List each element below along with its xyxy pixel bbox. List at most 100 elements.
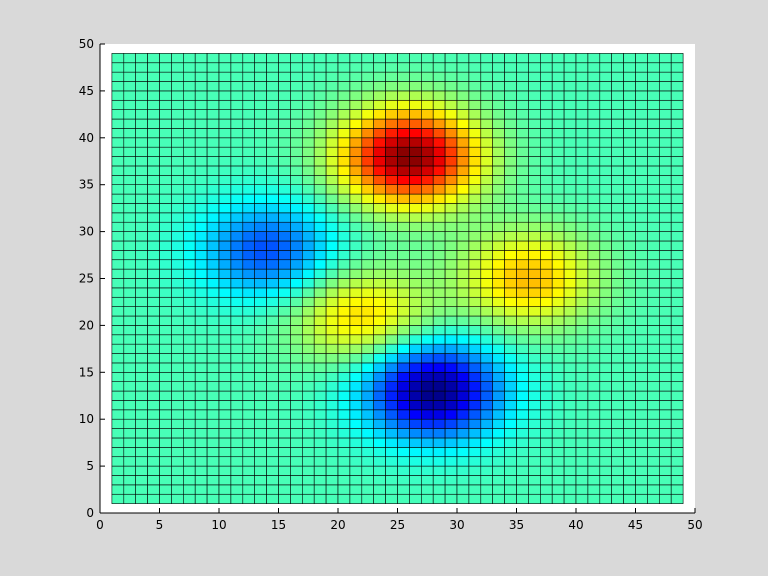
heatmap-cell <box>111 118 125 129</box>
heatmap-cell <box>611 484 624 495</box>
heatmap-cell <box>194 62 208 73</box>
heatmap-cell <box>194 193 208 204</box>
heatmap-cell <box>587 203 601 214</box>
heatmap-cell <box>575 221 589 232</box>
heatmap-cell <box>135 381 148 392</box>
y-tick-label: 15 <box>79 365 94 379</box>
heatmap-cell <box>373 268 386 279</box>
heatmap-cell <box>635 353 648 364</box>
heatmap-cell <box>278 437 291 448</box>
heatmap-cell <box>504 447 517 458</box>
heatmap-cell <box>230 212 244 223</box>
heatmap-cell <box>444 221 458 232</box>
heatmap-cell <box>278 371 291 382</box>
heatmap-cell <box>420 296 434 307</box>
heatmap-cell <box>599 325 612 336</box>
heatmap-cell <box>135 437 148 448</box>
heatmap-cell <box>111 390 125 401</box>
heatmap-cell <box>397 259 410 270</box>
heatmap-cell <box>468 231 482 242</box>
heatmap-cell <box>266 109 279 120</box>
heatmap-cell <box>171 325 184 336</box>
heatmap-cell <box>111 128 125 139</box>
heatmap-cell <box>444 447 458 458</box>
heatmap-cell <box>420 484 434 495</box>
heatmap-cell <box>349 343 363 354</box>
heatmap-cell <box>397 146 410 157</box>
heatmap-cell <box>337 90 351 101</box>
heatmap-cell <box>432 418 446 429</box>
heatmap-cell <box>206 165 220 176</box>
heatmap-cell <box>349 165 363 176</box>
heatmap-cell <box>290 315 303 326</box>
heatmap-cell <box>218 99 232 110</box>
heatmap-cell <box>385 165 398 176</box>
heatmap-cell <box>266 278 279 289</box>
heatmap-cell <box>254 71 267 82</box>
heatmap-cell <box>516 53 529 64</box>
heatmap-cell <box>290 250 303 261</box>
heatmap-cell <box>504 456 517 467</box>
heatmap-cell <box>266 325 279 336</box>
heatmap-cell <box>254 400 267 411</box>
heatmap-cell <box>504 165 517 176</box>
heatmap-cell <box>611 81 624 92</box>
heatmap-cell <box>492 390 505 401</box>
heatmap-cell <box>183 109 196 120</box>
heatmap-cell <box>432 381 446 392</box>
heatmap-cell <box>206 175 220 186</box>
heatmap-cell <box>266 99 279 110</box>
heatmap-cell <box>159 334 172 345</box>
heatmap-cell <box>278 137 291 148</box>
heatmap-cell <box>575 381 589 392</box>
x-tick-label: 0 <box>96 518 104 532</box>
heatmap-cell <box>492 184 505 195</box>
heatmap-cell <box>301 165 315 176</box>
heatmap-cell <box>575 343 589 354</box>
heatmap-cell <box>587 221 601 232</box>
heatmap-cell <box>147 118 160 129</box>
heatmap-cell <box>516 306 529 317</box>
heatmap-cell <box>575 137 589 148</box>
heatmap-cell <box>420 447 434 458</box>
heatmap-cell <box>290 390 303 401</box>
heatmap-cell <box>290 165 303 176</box>
heatmap-cell <box>171 146 184 157</box>
heatmap-cell <box>183 62 196 73</box>
heatmap-cell <box>385 334 398 345</box>
heatmap-cell <box>266 231 279 242</box>
heatmap-cell <box>611 118 624 129</box>
heatmap-cell <box>206 296 220 307</box>
heatmap-cell <box>361 465 374 476</box>
heatmap-cell <box>670 475 684 486</box>
heatmap-cell <box>563 53 577 64</box>
heatmap-cell <box>135 193 148 204</box>
heatmap-cell <box>623 390 636 401</box>
heatmap-cell <box>658 465 672 476</box>
heatmap-cell <box>480 371 493 382</box>
heatmap-cell <box>385 428 398 439</box>
heatmap-cell <box>397 418 410 429</box>
heatmap-cell <box>658 493 672 504</box>
heatmap-cell <box>504 250 517 261</box>
heatmap-cell <box>611 400 624 411</box>
heatmap-cell <box>468 90 482 101</box>
heatmap-cell <box>183 184 196 195</box>
heatmap-cell <box>254 334 267 345</box>
heatmap-cell <box>123 334 137 345</box>
heatmap-cell <box>349 381 363 392</box>
heatmap-cell <box>278 428 291 439</box>
heatmap-cell <box>539 109 553 120</box>
heatmap-cell <box>528 175 541 186</box>
heatmap-cell <box>135 137 148 148</box>
heatmap-cell <box>254 475 267 486</box>
heatmap-cell <box>385 343 398 354</box>
heatmap-cell <box>623 109 636 120</box>
heatmap-cell <box>670 259 684 270</box>
heatmap-cell <box>397 409 410 420</box>
heatmap-cell <box>254 437 267 448</box>
heatmap-cell <box>670 156 684 167</box>
heatmap-cell <box>658 90 672 101</box>
heatmap-cell <box>147 137 160 148</box>
heatmap-cell <box>528 484 541 495</box>
